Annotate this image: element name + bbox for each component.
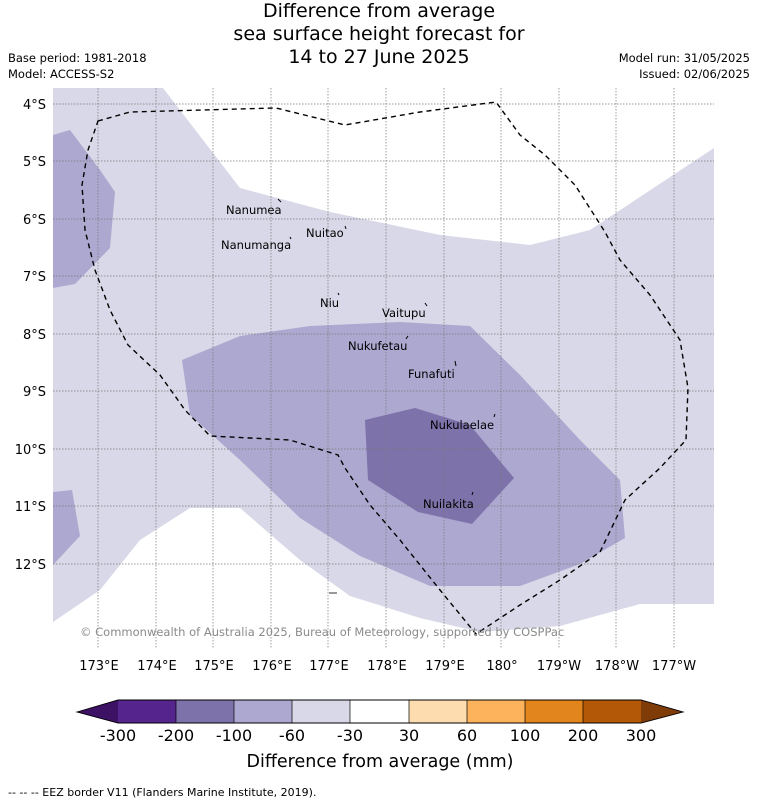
issued-date: Issued: 02/06/2025 (639, 67, 750, 81)
lon-label: 180° (486, 659, 517, 674)
colorbar-tick: 300 (626, 726, 657, 745)
base-period: Base period: 1981-2018 (8, 51, 147, 65)
colorbar-tick: -60 (279, 726, 305, 745)
colorbar-swatch (234, 700, 292, 723)
lat-label: 6°S (23, 213, 46, 228)
model-name: Model: ACCESS-S2 (8, 67, 115, 81)
band-dark (365, 408, 514, 524)
colorbar-extend-low (77, 700, 118, 723)
colorbar-tick: 30 (399, 726, 419, 745)
title-line-3: 14 to 27 June 2025 (288, 46, 470, 68)
latitude-labels: 4°S 5°S 6°S 7°S 8°S 9°S 10°S 11°S 12°S (15, 98, 46, 573)
island-marks (277, 198, 496, 496)
title-line-1: Difference from average (262, 0, 496, 22)
colorbar-extend-high (641, 700, 683, 723)
place-label-niu: Niu (320, 296, 339, 310)
eez-border (81, 101, 689, 635)
place-label-vaitupu: Vaitupu (382, 306, 426, 320)
colorbar-swatch (525, 700, 583, 723)
band-light-patch (702, 242, 714, 262)
place-label-nanumea: Nanumea (226, 203, 282, 217)
colorbar-swatch (583, 700, 641, 723)
colorbar-swatch (467, 700, 525, 723)
lat-label: 10°S (15, 443, 46, 458)
place-label-nukulaelae: Nukulaelae (430, 418, 494, 432)
lat-label: 12°S (15, 558, 46, 573)
grid-lines (53, 88, 714, 648)
place-label-nukufetau: Nukufetau (348, 339, 407, 353)
band-medium-southwest (53, 490, 80, 565)
title-line-2: sea surface height forecast for (233, 23, 525, 45)
colorbar-label: Difference from average (mm) (246, 752, 513, 772)
colorbar-swatch (176, 700, 234, 723)
place-label-nuilakita: Nuilakita (423, 497, 474, 511)
lat-label: 8°S (23, 328, 46, 343)
lon-label: 177°E (309, 659, 349, 674)
lon-label: 173°E (79, 659, 119, 674)
lon-label: 178°E (367, 659, 407, 674)
lat-label: 11°S (15, 500, 46, 515)
model-run: Model run: 31/05/2025 (618, 51, 750, 65)
colorbar-tick: 200 (568, 726, 599, 745)
lon-label: 175°E (194, 659, 234, 674)
anomaly-field (53, 88, 714, 632)
copyright-notice: © Commonwealth of Australia 2025, Bureau… (80, 625, 564, 639)
place-label-nuitao: Nuitao (306, 226, 344, 240)
lat-label: 9°S (23, 385, 46, 400)
colorbar-swatch (292, 700, 350, 723)
place-label-funafuti: Funafuti (408, 367, 455, 381)
colorbar: -300 -200 -100 -60 -30 30 60 100 200 300… (75, 699, 685, 772)
colorbar-tick: -300 (100, 726, 136, 745)
colorbar-swatch (118, 700, 176, 723)
colorbar-outline (75, 699, 685, 724)
colorbar-swatch (409, 700, 467, 723)
lon-label: 177°W (652, 659, 696, 674)
colorbar-tick: -30 (337, 726, 363, 745)
place-names: Nanumea Nuitao Nanumanga Niu Vaitupu Nuk… (221, 203, 494, 511)
colorbar-swatch (350, 700, 409, 723)
lon-label: 179°W (537, 659, 581, 674)
lat-label: 7°S (23, 270, 46, 285)
lat-label: 5°S (23, 155, 46, 170)
colorbar-tick: 60 (457, 726, 477, 745)
lon-label: 179°E (425, 659, 465, 674)
lat-label: 4°S (23, 98, 46, 113)
lon-label: 174°E (137, 659, 177, 674)
longitude-labels: 173°E 174°E 175°E 176°E 177°E 178°E 179°… (79, 659, 696, 674)
eez-footnote: -- -- -- EEZ border V11 (Flanders Marine… (8, 786, 317, 799)
place-label-nanumanga: Nanumanga (221, 238, 291, 252)
colorbar-tick: 100 (510, 726, 541, 745)
colorbar-tick: -200 (158, 726, 194, 745)
colorbar-tick: -100 (216, 726, 252, 745)
lon-label: 176°E (252, 659, 292, 674)
lon-label: 178°W (595, 659, 639, 674)
